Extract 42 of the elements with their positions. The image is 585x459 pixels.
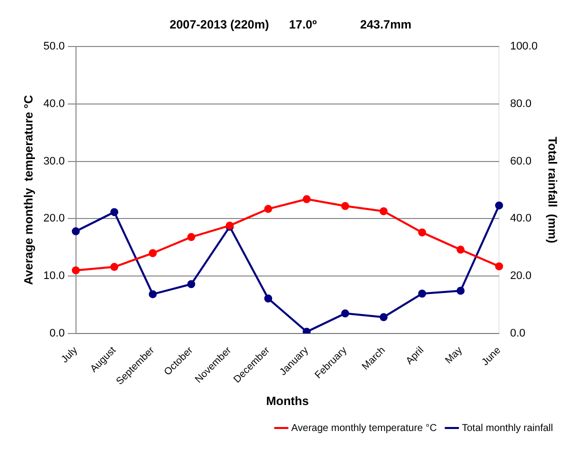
x-axis-title: Months — [266, 394, 310, 408]
y-tick-label: 0.0 — [50, 328, 65, 340]
point — [148, 249, 157, 258]
point — [264, 204, 272, 213]
y2-tick-label: 40.0 — [510, 212, 532, 225]
y-tick-label: 20.0 — [43, 212, 65, 225]
y-tick-label: 30.0 — [43, 155, 65, 168]
point — [72, 266, 80, 274]
point — [341, 309, 350, 318]
y2-tick-label: 20.0 — [510, 270, 532, 282]
y2-tick-label: 80.0 — [510, 98, 532, 110]
x-tick-label: July — [60, 345, 80, 366]
point — [418, 228, 426, 236]
point — [495, 201, 504, 210]
point — [187, 280, 196, 288]
y2-tick-label: 100.0 — [510, 40, 538, 52]
y2-tick-label: 60.0 — [510, 155, 532, 168]
y-tick-label: 50.0 — [43, 40, 65, 52]
point — [72, 227, 80, 236]
x-tick-label: May — [444, 345, 465, 366]
point — [110, 262, 118, 271]
y-tick-label: 10.0 — [43, 270, 65, 282]
point — [495, 262, 504, 270]
point — [302, 328, 311, 334]
point — [380, 313, 388, 322]
point — [456, 286, 465, 295]
point — [148, 290, 157, 298]
y-tick-label: 40.0 — [43, 98, 65, 110]
point — [302, 195, 311, 204]
point — [341, 202, 350, 210]
point — [380, 207, 388, 216]
legend-label: Average monthly temperature °C — [291, 422, 437, 434]
chart-title: 2007-2013 (220m) 17.0º 243.7mm — [170, 18, 412, 32]
point — [187, 233, 196, 242]
y-axis-title: Average monthly temperature °C — [22, 94, 36, 285]
point — [110, 208, 118, 216]
point — [456, 246, 465, 254]
point — [264, 294, 272, 302]
legend-label: Total monthly rainfall — [462, 422, 554, 434]
y2-axis-title: Total rainfall (mm) — [545, 136, 560, 244]
point — [418, 290, 426, 298]
y2-tick-label: 0.0 — [510, 328, 526, 340]
